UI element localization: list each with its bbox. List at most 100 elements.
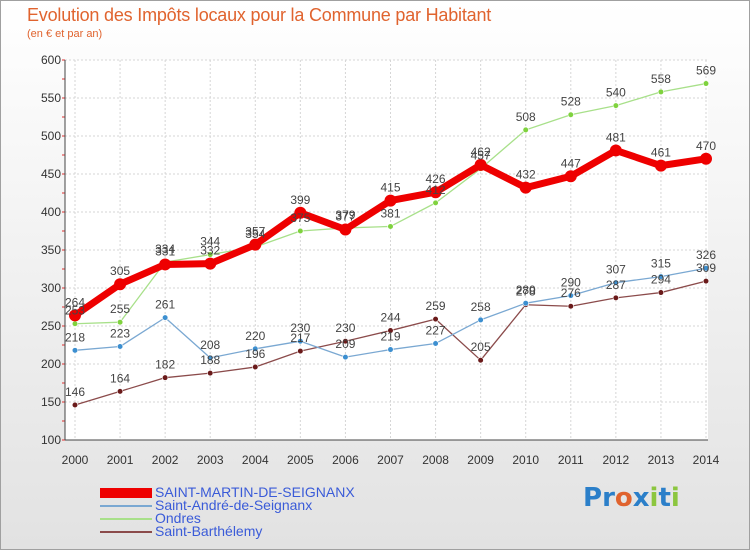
data-label: 540	[606, 86, 626, 100]
data-point	[432, 199, 439, 206]
data-point	[249, 238, 262, 251]
data-label: 230	[335, 321, 355, 335]
data-label: 315	[651, 257, 671, 271]
data-label: 205	[471, 340, 491, 354]
data-label: 164	[110, 371, 130, 385]
data-label: 230	[290, 321, 310, 335]
data-label: 470	[696, 139, 716, 153]
data-point	[114, 278, 127, 291]
data-label: 331	[155, 244, 175, 258]
data-point	[252, 345, 259, 352]
data-point	[567, 303, 574, 310]
legend-swatch	[100, 505, 152, 507]
x-tick-label: 2014	[693, 453, 720, 467]
data-point	[162, 314, 169, 321]
data-label: 294	[651, 273, 671, 287]
data-point	[702, 278, 710, 285]
data-label: 218	[65, 330, 85, 344]
data-label: 381	[380, 206, 400, 220]
data-label: 426	[426, 172, 446, 186]
data-point	[116, 343, 124, 350]
data-label: 280	[516, 283, 536, 297]
x-tick-label: 2006	[332, 453, 359, 467]
data-point	[294, 206, 307, 219]
logo-letter: t	[658, 483, 671, 513]
data-point	[474, 158, 487, 171]
data-label: 415	[380, 181, 400, 195]
data-label: 255	[110, 302, 130, 316]
data-point	[207, 354, 214, 362]
data-label: 332	[200, 244, 220, 258]
data-label: 220	[245, 329, 265, 343]
logo-letter: P	[583, 483, 603, 513]
data-point	[702, 265, 710, 272]
data-point	[387, 327, 394, 334]
proxiti-logo: Proxiti	[583, 483, 680, 513]
data-label: 357	[245, 225, 265, 239]
data-label: 569	[696, 64, 716, 78]
data-point	[71, 320, 79, 327]
logo-letter: i	[649, 483, 659, 513]
data-label: 188	[200, 353, 220, 367]
data-point	[612, 294, 619, 301]
legend-swatch	[100, 518, 152, 520]
x-tick-label: 2004	[242, 453, 269, 467]
data-point	[207, 370, 214, 377]
data-label: 379	[335, 208, 355, 222]
data-label: 208	[200, 338, 220, 352]
data-label: 432	[516, 168, 536, 182]
data-label: 307	[606, 263, 626, 277]
legend-label: Saint-André-de-Seignanx	[155, 497, 313, 513]
data-label: 447	[561, 156, 581, 170]
y-tick-label: 600	[41, 53, 61, 67]
x-tick-label: 2011	[558, 453, 584, 467]
data-label: 146	[65, 385, 85, 399]
data-label: 259	[426, 299, 446, 313]
x-tick-label: 2000	[62, 453, 89, 467]
data-label: 375	[290, 211, 310, 225]
logo-letter: x	[632, 483, 650, 513]
data-label: 461	[651, 146, 671, 160]
data-label: 264	[65, 295, 85, 309]
data-label: 377	[335, 209, 355, 223]
data-point	[384, 194, 397, 207]
data-label: 334	[155, 242, 175, 256]
y-tick-label: 550	[41, 91, 61, 105]
x-tick-label: 2003	[197, 453, 224, 467]
data-label: 287	[606, 278, 626, 292]
data-label: 276	[561, 286, 581, 300]
x-tick-label: 2008	[422, 453, 449, 467]
logo-letter: r	[602, 483, 615, 513]
data-label: 412	[426, 183, 446, 197]
data-label: 244	[380, 311, 400, 325]
data-point	[702, 80, 710, 87]
x-tick-label: 2002	[152, 453, 179, 467]
y-tick-label: 250	[41, 319, 61, 333]
y-tick-label: 150	[41, 395, 61, 409]
data-point	[477, 357, 484, 364]
data-point	[432, 340, 439, 347]
data-point	[162, 374, 169, 381]
data-label: 305	[110, 264, 130, 278]
data-label: 354	[245, 227, 265, 241]
x-tick-label: 2010	[512, 453, 539, 467]
x-tick-label: 2009	[467, 453, 494, 467]
data-label: 196	[245, 347, 265, 361]
chart-title: Evolution des Impôts locaux pour la Comm…	[27, 5, 492, 25]
data-point	[387, 346, 394, 353]
legend-label: Saint-Barthélemy	[155, 523, 263, 539]
y-tick-label: 100	[41, 433, 61, 447]
data-point	[207, 251, 214, 258]
data-label: 508	[516, 110, 536, 124]
y-tick-label: 500	[41, 129, 61, 143]
y-tick-label: 300	[41, 281, 61, 295]
data-point	[116, 319, 124, 326]
data-label: 253	[65, 304, 85, 318]
logo-letter: o	[614, 483, 633, 513]
data-point	[339, 223, 352, 236]
legend-swatch	[100, 531, 152, 533]
data-point	[567, 292, 574, 299]
data-point	[252, 363, 259, 371]
data-label: 326	[696, 248, 716, 262]
data-point	[657, 289, 665, 296]
